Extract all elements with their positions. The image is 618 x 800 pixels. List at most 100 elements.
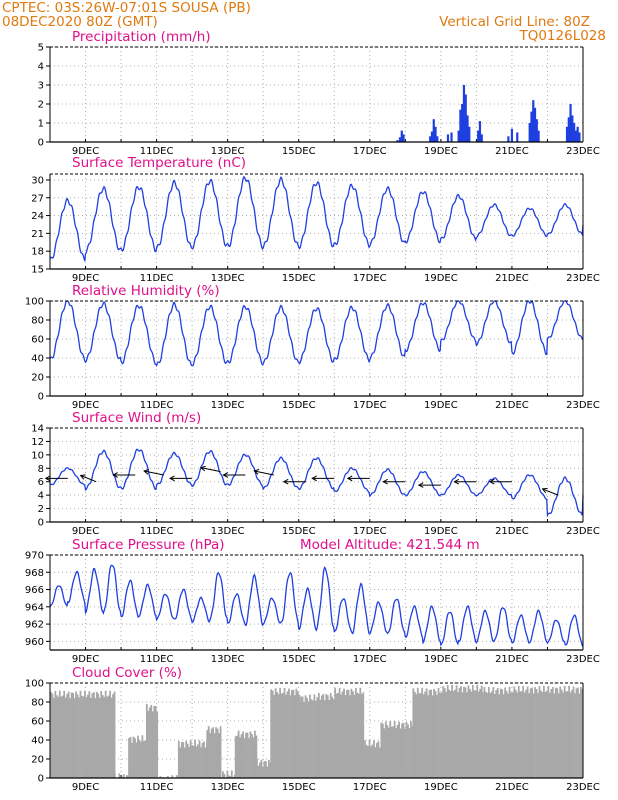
cloud-bar (50, 691, 52, 778)
y-tick-label: 40 (31, 354, 44, 365)
y-tick-label: 60 (31, 335, 44, 346)
cloud-bar (370, 746, 372, 778)
x-tick-label: 15DEC (282, 146, 316, 157)
cloud-bar (89, 697, 92, 778)
cloud-bar (360, 694, 363, 778)
cloud-bar (72, 692, 74, 778)
y-tick-label: 966 (25, 585, 44, 596)
cloud-bar (514, 689, 517, 778)
cloud-bar (569, 692, 572, 778)
precip-bar (461, 104, 464, 142)
y-tick-label: 60 (31, 717, 44, 728)
cloud-bar (538, 686, 541, 778)
cloud-bar (104, 690, 107, 778)
precip-bar (571, 115, 574, 142)
cloud-bar (551, 687, 554, 778)
y-tick-label: 1 (38, 119, 44, 130)
cloud-bar (300, 696, 302, 778)
x-tick-label: 13DEC (211, 400, 245, 411)
cloud-bar (511, 693, 514, 778)
x-tick-label: 15DEC (282, 782, 316, 793)
x-tick-label: 17DEC (353, 654, 387, 665)
cloud-bar (404, 728, 406, 778)
cloud-bar (520, 691, 523, 778)
cloud-bar (295, 688, 298, 778)
cloud-bar (523, 692, 526, 778)
cloud-bar (212, 727, 215, 778)
precip-bar (429, 136, 432, 142)
x-tick-label: 9DEC (72, 400, 99, 411)
cloud-bar (415, 694, 418, 778)
cloud-bar (377, 741, 380, 778)
y-tick-label: 27 (31, 193, 44, 204)
precip-bar (459, 109, 462, 142)
cloud-bar (84, 690, 86, 778)
x-tick-label: 11DEC (140, 146, 174, 157)
rh-line (49, 300, 584, 368)
cloud-bar (191, 745, 194, 778)
cloud-bar (537, 692, 539, 778)
cloud-bar (213, 733, 216, 778)
cloud-bar (223, 774, 226, 778)
wind-vector-head (199, 465, 206, 472)
cloud-bar (147, 710, 150, 778)
cloud-bar (501, 689, 504, 778)
precip-bar (516, 132, 519, 142)
cloud-bar (473, 690, 476, 778)
cloud-bar (398, 721, 401, 778)
x-tick-label: 17DEC (353, 782, 387, 793)
cloud-bar (237, 730, 240, 778)
x-tick-label: 9DEC (72, 526, 99, 537)
y-tick-label: 18 (31, 247, 44, 258)
cloud-bar (571, 689, 573, 778)
cloud-bar (266, 766, 269, 778)
panel-title: Surface Wind (m/s) (72, 410, 201, 426)
precip-bar (569, 104, 572, 142)
cloud-bar (209, 733, 212, 778)
precip-bar (478, 121, 482, 142)
cloud-bar (341, 691, 344, 778)
precip-bar (565, 126, 569, 142)
x-tick-label: 13DEC (211, 782, 245, 793)
cloud-bar (578, 693, 581, 778)
cloud-bar (249, 731, 252, 778)
x-tick-label: 23DEC (566, 654, 600, 665)
cloud-bar (553, 693, 556, 778)
cloud-bar (309, 694, 311, 778)
cloud-bar (376, 743, 378, 778)
cloud-bar (334, 687, 337, 778)
panel-rh: 0 20 40 60 80 100 9DEC 11DEC 13DEC 15DEC 17DEC 19DE… (25, 283, 600, 411)
cloud-bar (292, 689, 295, 778)
x-tick-label: 11DEC (140, 273, 174, 284)
cloud-bar (483, 687, 486, 778)
cloud-bar (76, 694, 79, 778)
cloud-bar (421, 687, 424, 778)
cloud-bar (251, 734, 253, 778)
cloud-bar (383, 728, 386, 778)
cloud-bar (577, 687, 579, 778)
cloud-bar (476, 684, 479, 778)
cloud-bar (371, 744, 374, 778)
cloud-bar (461, 692, 464, 778)
cloud-bar (405, 722, 408, 778)
y-tick-label: 0 (38, 392, 44, 403)
cloud-bar (436, 694, 438, 778)
cloud-bar (446, 685, 449, 778)
precip-bar (398, 137, 402, 142)
cloud-bar (428, 690, 431, 778)
panel-title: Cloud Cover (%) (72, 665, 182, 681)
cloud-bar (144, 740, 147, 778)
wind-vector-head (346, 475, 353, 482)
cloud-bar (254, 730, 256, 778)
cloud-bar (207, 726, 210, 778)
cloud-bar (183, 747, 186, 778)
cloud-bar (70, 692, 73, 778)
y-tick-label: 968 (25, 568, 44, 579)
panel-precip: 0 1 2 3 4 5 9DEC 11DEC 13DEC 15DEC 17DEC 19DEC 21DEC… (38, 29, 600, 157)
cloud-bar (280, 693, 283, 778)
cloud-bar (580, 687, 582, 778)
x-tick-label: 15DEC (282, 654, 316, 665)
cloud-bar (113, 773, 116, 778)
cloud-bar (516, 692, 519, 778)
x-tick-label: 9DEC (72, 654, 99, 665)
